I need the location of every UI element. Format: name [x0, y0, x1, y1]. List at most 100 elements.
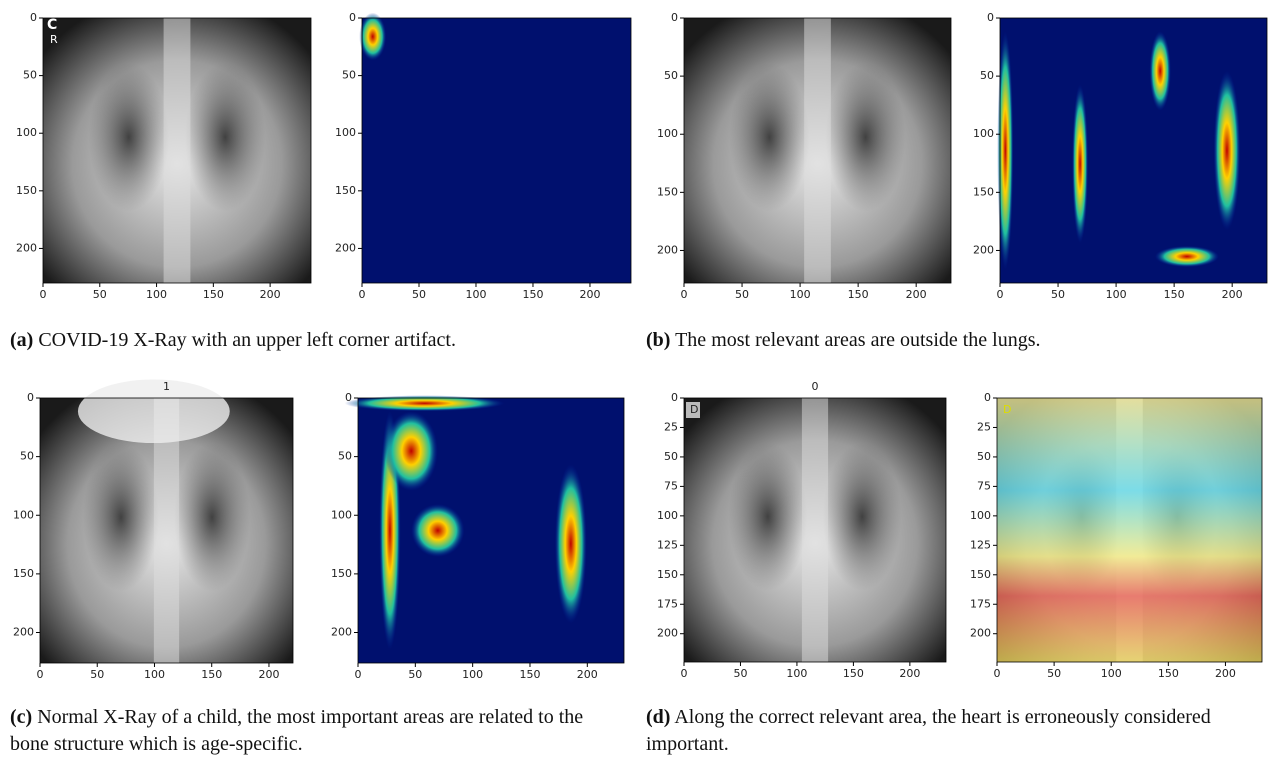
x-tick-label: 150: [848, 288, 869, 301]
y-tick-label: 200: [970, 627, 991, 640]
x-tick-label: 200: [906, 288, 927, 301]
lung: [729, 443, 808, 591]
caption-label: (b): [646, 329, 670, 351]
x-tick-label: 200: [899, 667, 920, 680]
y-tick-label: 100: [657, 509, 678, 522]
y-tick-label: 175: [970, 597, 991, 610]
x-tick-label: 200: [577, 668, 598, 681]
figure: 050100150200050100150200CR05010015020005…: [0, 0, 1282, 767]
x-tick-label: 150: [1158, 667, 1179, 680]
y-tick-label: 100: [331, 508, 352, 521]
image-title: 1: [163, 380, 170, 393]
lung: [83, 443, 159, 591]
neck: [78, 379, 230, 443]
image-title: 0: [812, 380, 819, 393]
x-tick-label: 100: [462, 668, 483, 681]
hotspot: [1155, 246, 1219, 267]
hotspot: [1214, 71, 1241, 230]
hotspot: [555, 464, 587, 623]
y-tick-label: 100: [657, 127, 678, 140]
y-tick-label: 25: [664, 420, 678, 433]
y-tick-label: 50: [977, 450, 991, 463]
lung: [729, 63, 809, 211]
y-tick-label: 0: [987, 11, 994, 24]
heatmap: [362, 18, 631, 283]
lung: [174, 443, 250, 591]
x-tick-label: 150: [519, 668, 540, 681]
y-tick-label: 150: [973, 185, 994, 198]
x-tick-label: 0: [40, 288, 47, 301]
y-tick-label: 100: [16, 126, 37, 139]
x-tick-label: 50: [735, 288, 749, 301]
x-tick-label: 200: [1215, 667, 1236, 680]
y-tick-label: 0: [671, 391, 678, 404]
y-tick-label: 50: [980, 69, 994, 82]
x-tick-label: 200: [1222, 288, 1243, 301]
caption-text: The most relevant areas are outside the …: [675, 329, 1040, 351]
x-tick-label: 150: [1164, 288, 1185, 301]
x-tick-label: 0: [997, 288, 1004, 301]
caption: (c) Normal X-Ray of a child, the most im…: [10, 704, 610, 758]
y-tick-label: 50: [338, 450, 352, 463]
x-tick-label: 0: [37, 668, 44, 681]
y-tick-label: 25: [977, 420, 991, 433]
x-tick-label: 0: [994, 667, 1001, 680]
y-tick-label: 125: [657, 538, 678, 551]
caption-text: Normal X-Ray of a child, the most import…: [10, 706, 583, 755]
caption-text: Along the correct relevant area, the hea…: [646, 706, 1211, 755]
hotspot: [359, 13, 386, 61]
spine: [804, 18, 831, 283]
caption-label: (d): [646, 706, 670, 728]
x-tick-label: 50: [93, 288, 107, 301]
y-tick-label: 200: [657, 243, 678, 256]
y-tick-label: 0: [671, 11, 678, 24]
x-tick-label: 50: [90, 668, 104, 681]
image-overlay-text: C: [47, 17, 57, 33]
image-panel: 0501001502000255075100125150175200D: [970, 391, 1262, 680]
x-tick-label: 200: [260, 288, 281, 301]
lung: [826, 63, 906, 211]
lung: [185, 63, 265, 211]
x-tick-label: 100: [786, 667, 807, 680]
y-tick-label: 150: [13, 567, 34, 580]
hotspot: [1150, 31, 1171, 111]
x-tick-label: 100: [144, 668, 165, 681]
x-tick-label: 50: [1047, 667, 1061, 680]
y-tick-label: 150: [657, 568, 678, 581]
x-tick-label: 150: [203, 288, 224, 301]
y-tick-label: 100: [970, 509, 991, 522]
image-panel: 050100150200050100150200: [973, 11, 1267, 301]
heat-overlay: [997, 398, 1262, 662]
x-tick-label: 0: [681, 667, 688, 680]
x-tick-label: 0: [355, 668, 362, 681]
x-tick-label: 150: [843, 667, 864, 680]
x-tick-label: 100: [790, 288, 811, 301]
y-tick-label: 125: [970, 538, 991, 551]
caption: (d) Along the correct relevant area, the…: [646, 704, 1282, 758]
y-tick-label: 100: [13, 508, 34, 521]
y-tick-label: 50: [664, 450, 678, 463]
lung: [823, 443, 902, 591]
y-tick-label: 175: [657, 597, 678, 610]
x-tick-label: 150: [201, 668, 222, 681]
image-overlay-text: R: [50, 33, 58, 46]
y-tick-label: 200: [335, 241, 356, 254]
caption-label: (c): [10, 706, 32, 728]
y-tick-label: 100: [335, 126, 356, 139]
y-tick-label: 0: [345, 391, 352, 404]
y-tick-label: 200: [16, 241, 37, 254]
y-tick-label: 0: [349, 11, 356, 24]
x-tick-label: 50: [733, 667, 747, 680]
spine: [164, 18, 191, 283]
hotspot: [1072, 84, 1088, 243]
x-tick-label: 200: [258, 668, 279, 681]
y-tick-label: 150: [657, 185, 678, 198]
y-tick-label: 150: [335, 184, 356, 197]
y-tick-label: 150: [331, 567, 352, 580]
x-tick-label: 100: [1101, 667, 1122, 680]
